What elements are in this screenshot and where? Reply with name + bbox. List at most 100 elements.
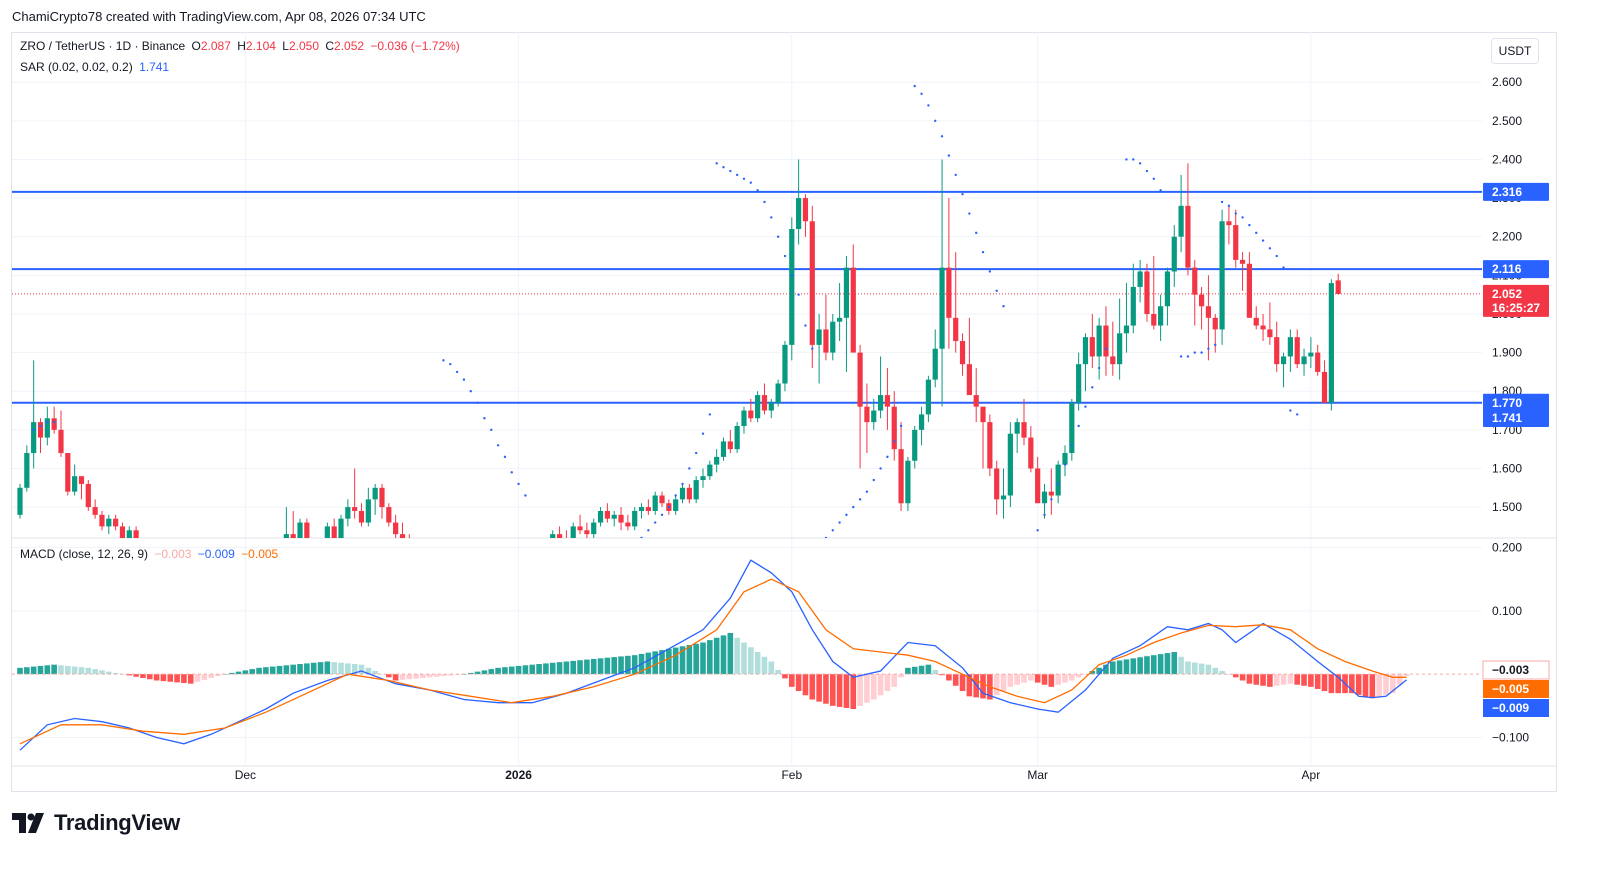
candle-body [236, 573, 241, 577]
candle-body [482, 569, 487, 573]
sar-dot [1097, 366, 1101, 370]
macd-histogram-bar [1014, 674, 1020, 685]
macd-histogram-bar [543, 663, 549, 675]
sar-dot [667, 505, 671, 509]
candle-body [1000, 495, 1007, 500]
macd-histogram-bar [1239, 674, 1246, 681]
sar-dot [776, 235, 780, 238]
macd-histogram-bar [563, 661, 570, 675]
macd-histogram-bar [1226, 674, 1232, 675]
sar-dot [1296, 413, 1299, 416]
sar-dot [708, 413, 712, 416]
candle-body [1076, 364, 1082, 403]
macd-histogram-bar [529, 664, 536, 675]
macd-histogram-bar [631, 655, 638, 675]
candle-body [837, 317, 843, 322]
candle-body [857, 352, 863, 407]
candle-body [905, 460, 911, 504]
sar-dot [490, 428, 493, 432]
candle-body [229, 577, 234, 581]
candle-body [318, 542, 323, 557]
sar-dot [688, 467, 691, 470]
macd-histogram-bar [1157, 654, 1164, 675]
macd-histogram-bar [365, 667, 372, 675]
price-axis-tick: 1.900 [1492, 346, 1522, 360]
macd-histogram-bar [256, 667, 262, 675]
macd-axis-tick: 0.100 [1492, 604, 1522, 618]
macd-histogram-bar [713, 637, 720, 675]
macd-value-label-bg [1483, 699, 1549, 717]
macd-histogram-bar [1164, 653, 1171, 675]
macd-histogram-bar [317, 662, 324, 675]
macd-value-label-bg [1482, 660, 1550, 680]
macd-histogram-bar [802, 674, 809, 696]
tradingview-logo-icon [12, 813, 44, 833]
sar-dot [1193, 351, 1196, 354]
macd-histogram-bar [85, 667, 92, 675]
candle-body [564, 538, 569, 542]
candle-body [1280, 356, 1287, 365]
time-axis-tick: 2026 [505, 768, 532, 782]
macd-histogram-bar [181, 674, 187, 684]
sar-dot [1275, 254, 1278, 258]
candle-body [277, 565, 282, 569]
candle-body [1287, 337, 1293, 357]
sar-dot [483, 417, 486, 420]
macd-histogram-bar [775, 669, 781, 675]
macd-histogram-bar [133, 674, 139, 677]
candle-body [871, 410, 877, 423]
sar-dot [756, 189, 759, 192]
sar-dot [653, 521, 657, 524]
candle-body [761, 395, 768, 411]
sar-dot [510, 471, 513, 474]
sar-dot [947, 154, 951, 157]
candle-body [270, 565, 275, 569]
sar-dot [1132, 158, 1135, 161]
sar-dot [1036, 529, 1039, 532]
candle-body [58, 429, 64, 454]
macd-histogram-bar [536, 664, 542, 675]
macd-histogram-bar [372, 671, 378, 675]
footer-logo[interactable]: TradingView [12, 810, 180, 836]
candle-body [283, 534, 289, 538]
sar-dot [722, 165, 725, 169]
macd-legend[interactable]: MACD (close, 12, 26, 9) −0.003 −0.009 −0… [20, 547, 281, 561]
macd-histogram-bar [898, 674, 904, 678]
macd-histogram-bar [836, 674, 843, 707]
sar-dot [1159, 189, 1162, 192]
sar-dot [1125, 158, 1128, 161]
macd-histogram-bar [1191, 662, 1198, 675]
macd-histogram-bar [1246, 674, 1253, 684]
macd-histogram-bar [693, 643, 699, 675]
sar-dot [1056, 482, 1060, 486]
macd-histogram-bar [1198, 663, 1205, 675]
macd-histogram-bar [1028, 674, 1034, 681]
macd-histogram-bar [194, 674, 201, 682]
sar-dot [1084, 405, 1087, 408]
macd-histogram-bar [590, 658, 597, 675]
candle-body [727, 441, 733, 450]
candle-body [1239, 259, 1246, 264]
candle-body [188, 565, 193, 569]
currency-button[interactable]: USDT [1491, 38, 1539, 64]
time-axis-tick: Dec [235, 768, 256, 782]
candle-body [1137, 271, 1143, 287]
sar-legend[interactable]: SAR (0.02, 0.02, 0.2) 1.741 [20, 60, 172, 74]
high-value: 2.104 [245, 39, 276, 53]
candle-body [496, 573, 501, 577]
sar-dot [1091, 386, 1094, 389]
candle-body [802, 198, 809, 222]
candle-body [1164, 271, 1171, 307]
sar-dot [1234, 212, 1237, 215]
level-price-label-bg [1483, 393, 1549, 412]
sar-dot [455, 370, 459, 374]
close-value: 2.052 [334, 39, 365, 53]
sar-dot [1070, 444, 1074, 447]
macd-histogram-bar [58, 665, 64, 675]
candle-body [386, 507, 392, 523]
macd-histogram-bar [884, 674, 891, 692]
symbol-label[interactable]: ZRO / TetherUS · 1D · Binance [20, 39, 186, 53]
macd-histogram-bar [413, 674, 419, 679]
candle-body [461, 565, 466, 569]
